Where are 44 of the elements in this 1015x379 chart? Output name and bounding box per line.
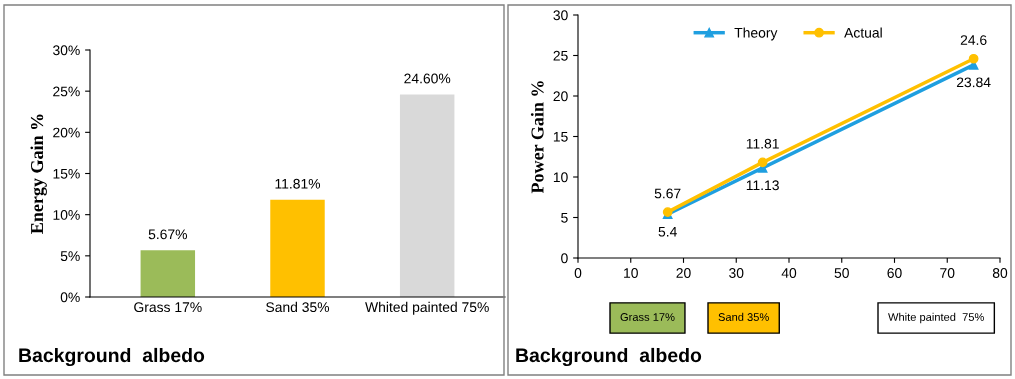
x-tick-label: 60 xyxy=(887,268,902,278)
y-tick-label: 30 xyxy=(553,10,568,21)
x-tick-label: Grass 17% xyxy=(134,302,202,313)
y-tick-label: 5 xyxy=(561,212,568,223)
x-tick-label: 40 xyxy=(781,268,797,278)
x-tick-label: 30 xyxy=(729,268,744,278)
data-label: 24.60% xyxy=(404,73,451,84)
legend-label: Theory xyxy=(734,27,778,41)
data-label: 23.84 xyxy=(956,77,991,88)
y-tick-label: 20% xyxy=(53,127,80,138)
text: Sand 35% xyxy=(718,312,769,321)
data-label: 11.81 xyxy=(746,138,779,149)
y-tick-label: 10% xyxy=(53,210,80,220)
x-tick-label: 10 xyxy=(624,268,638,278)
y-tick-label: 10 xyxy=(553,172,568,183)
legend-label: Actual xyxy=(844,27,882,38)
y-tick-label: 15% xyxy=(53,168,80,179)
y-tick-label: 15 xyxy=(553,131,568,142)
data-label: 24.6 xyxy=(960,35,987,45)
y-tick-label: 20 xyxy=(553,91,568,102)
x-tick-label: 80 xyxy=(992,268,1008,278)
y-tick-label: 5% xyxy=(60,251,80,261)
x-tick-label: 20 xyxy=(676,268,691,278)
data-label: 5.67% xyxy=(148,229,188,240)
x-tick-label: Whited painted 75% xyxy=(365,301,489,315)
y-axis-title: Energy Gain % xyxy=(30,114,47,234)
x-tick-label: 50 xyxy=(834,268,849,278)
text: Grass 17% xyxy=(620,313,675,321)
y-axis-title: Power Gain % xyxy=(530,81,544,194)
y-tick-label: 25% xyxy=(53,86,80,97)
x-tick-label: 0 xyxy=(574,268,582,278)
text: White painted 75% xyxy=(888,312,984,324)
data-label: 5.4 xyxy=(658,226,677,237)
data-label: 11.13 xyxy=(746,180,779,191)
y-tick-label: 0 xyxy=(561,253,568,264)
y-tick-label: 25 xyxy=(553,50,568,61)
x-tick-label: 70 xyxy=(940,268,955,278)
data-label: 5.67 xyxy=(654,188,681,199)
y-tick-label: 0% xyxy=(60,292,80,303)
x-axis-title: Background albedo xyxy=(516,347,702,367)
x-tick-label: Sand 35% xyxy=(266,301,330,313)
data-label: 11.81% xyxy=(275,178,321,189)
y-tick-label: 30% xyxy=(53,45,80,56)
x-axis-title: Background albedo xyxy=(19,347,205,367)
